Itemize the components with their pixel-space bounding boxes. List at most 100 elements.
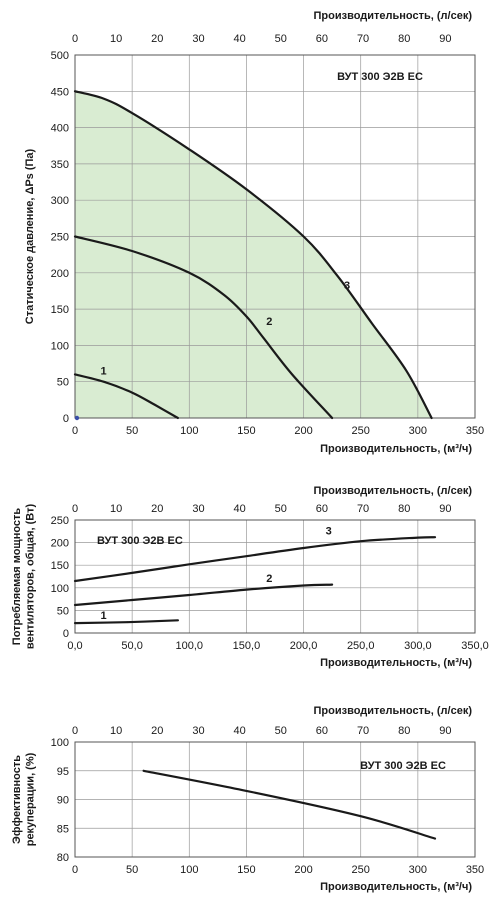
y-tick-label: 100 — [51, 737, 69, 749]
y-tick-label: 0 — [63, 628, 69, 640]
x2-tick-label: 70 — [357, 503, 369, 515]
x2-tick-label: 30 — [192, 33, 204, 45]
x-tick-label: 0 — [72, 425, 78, 437]
y-axis-title: Статическое давление, ΔPs (Па) — [24, 148, 36, 324]
x-tick-label: 200,0 — [290, 640, 318, 652]
x2-tick-label: 60 — [316, 503, 328, 515]
origin-marker — [74, 415, 80, 421]
x2-tick-label: 10 — [110, 33, 122, 45]
y-tick-label: 90 — [57, 795, 69, 807]
x2-tick-label: 80 — [398, 725, 410, 737]
x2-tick-label: 20 — [151, 33, 163, 45]
series-line-3 — [73, 536, 437, 583]
x2-tick-label: 30 — [192, 503, 204, 515]
x2-tick-label: 70 — [357, 725, 369, 737]
x2-tick-label: 0 — [72, 33, 78, 45]
x-tick-label: 200 — [294, 864, 312, 876]
x-axis-title: Производительность, (м³/ч) — [320, 443, 472, 455]
x-tick-label: 350 — [466, 425, 484, 437]
x2-tick-label: 50 — [275, 503, 287, 515]
x-tick-label: 50 — [126, 425, 138, 437]
y-tick-label: 200 — [51, 538, 69, 550]
y-tick-label: 300 — [51, 195, 69, 207]
series-line-1 — [73, 373, 179, 420]
y-tick-label: 500 — [51, 50, 69, 62]
x-axis-title: Производительность, (м³/ч) — [320, 881, 472, 893]
x2-tick-label: 0 — [72, 725, 78, 737]
y-tick-label: 150 — [51, 304, 69, 316]
x-tick-label: 150 — [237, 864, 255, 876]
chart-title: ВУТ 300 Э2В ЕС — [337, 71, 423, 83]
curve-label-3: 3 — [326, 525, 332, 537]
x2-tick-label: 30 — [192, 725, 204, 737]
x2-axis-title: Производительность, (л/сек) — [314, 485, 473, 497]
curve-label-2: 2 — [266, 573, 272, 585]
x-tick-label: 300 — [409, 425, 427, 437]
x2-tick-label: 70 — [357, 33, 369, 45]
y-axis-title: Эффективностьрекуперации, (%) — [11, 752, 36, 846]
x2-tick-label: 0 — [72, 503, 78, 515]
x2-tick-label: 90 — [439, 725, 451, 737]
x-tick-label: 300 — [409, 864, 427, 876]
plot-fill-area — [75, 91, 432, 419]
x2-tick-label: 40 — [233, 503, 245, 515]
x-tick-label: 150 — [237, 425, 255, 437]
x-tick-label: 300,0 — [404, 640, 432, 652]
chart-title: ВУТ 300 Э2В ЕС — [97, 535, 183, 547]
x-tick-label: 150,0 — [233, 640, 261, 652]
x-tick-label: 250,0 — [347, 640, 375, 652]
y-tick-label: 95 — [57, 766, 69, 778]
y-tick-label: 0 — [63, 413, 69, 425]
x-tick-label: 350 — [466, 864, 484, 876]
x-axis-title: Производительность, (м³/ч) — [320, 657, 472, 669]
y-tick-label: 400 — [51, 123, 69, 135]
x-tick-label: 50 — [126, 864, 138, 876]
x-tick-label: 100 — [180, 425, 198, 437]
series-line-1 — [142, 769, 437, 840]
y-tick-label: 80 — [57, 852, 69, 864]
y-axis-title-line2: вентиляторов, общая, (Вт) — [24, 504, 36, 650]
x-tick-label: 100 — [180, 864, 198, 876]
x-tick-label: 250 — [352, 864, 370, 876]
curve-label-2: 2 — [266, 316, 272, 328]
y-axis-title-line2: рекуперации, (%) — [24, 752, 36, 846]
y-tick-label: 450 — [51, 86, 69, 98]
x-tick-label: 0,0 — [67, 640, 82, 652]
x-tick-label: 350,0 — [461, 640, 489, 652]
y-tick-label: 100 — [51, 583, 69, 595]
series-line-2 — [73, 235, 334, 420]
y-tick-label: 85 — [57, 823, 69, 835]
y-tick-label: 100 — [51, 340, 69, 352]
x2-tick-label: 20 — [151, 503, 163, 515]
y-axis-title-line1: Эффективность — [11, 755, 23, 844]
y-tick-label: 50 — [57, 377, 69, 389]
x2-tick-label: 50 — [275, 33, 287, 45]
x2-tick-label: 60 — [316, 33, 328, 45]
y-tick-label: 200 — [51, 268, 69, 280]
x2-tick-label: 60 — [316, 725, 328, 737]
y-tick-label: 350 — [51, 159, 69, 171]
y-tick-label: 150 — [51, 560, 69, 572]
x-tick-label: 250 — [352, 425, 370, 437]
y-tick-label: 50 — [57, 605, 69, 617]
x2-tick-label: 80 — [398, 503, 410, 515]
x2-tick-label: 10 — [110, 503, 122, 515]
x2-axis-title: Производительность, (л/сек) — [314, 10, 473, 22]
series-line-2 — [73, 583, 334, 607]
curve-label-3: 3 — [344, 280, 350, 292]
x2-axis-title: Производительность, (л/сек) — [314, 705, 473, 717]
x-tick-label: 50,0 — [121, 640, 142, 652]
curve-label-1: 1 — [101, 365, 107, 377]
x2-tick-label: 20 — [151, 725, 163, 737]
chart-title: ВУТ 300 Э2В ЕС — [360, 760, 446, 772]
x2-tick-label: 40 — [233, 33, 245, 45]
x-tick-label: 100,0 — [176, 640, 204, 652]
x2-tick-label: 50 — [275, 725, 287, 737]
y-axis-title-line1: Потребляемая мощность — [11, 508, 23, 646]
x2-tick-label: 90 — [439, 33, 451, 45]
x-tick-label: 0 — [72, 864, 78, 876]
y-axis-title: Потребляемая мощностьвентиляторов, общая… — [11, 504, 36, 650]
curve-label-1: 1 — [101, 610, 107, 622]
x2-tick-label: 40 — [233, 725, 245, 737]
